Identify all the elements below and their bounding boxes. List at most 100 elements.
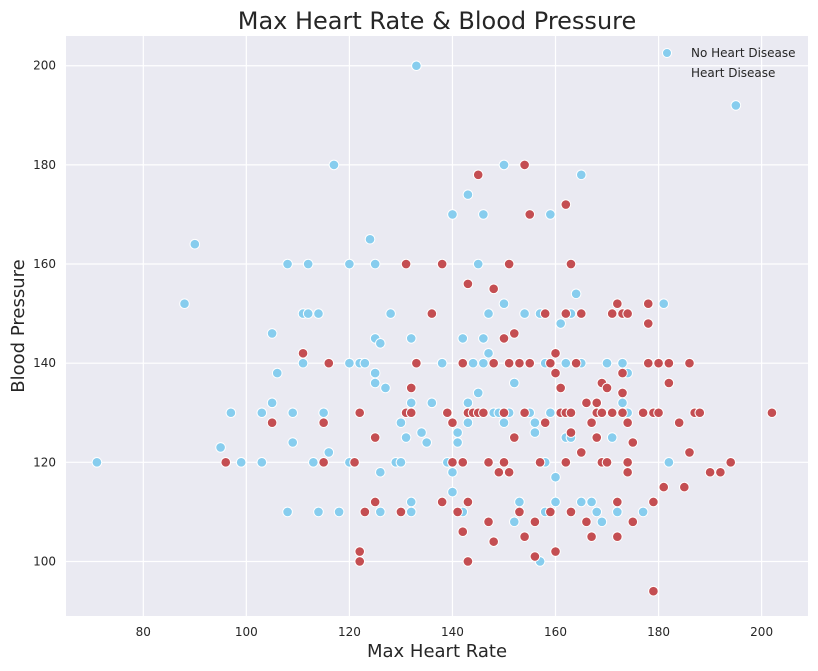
data-point <box>452 506 463 518</box>
data-point <box>653 407 664 419</box>
data-point <box>478 407 489 419</box>
data-point <box>591 506 603 518</box>
data-point <box>570 288 582 300</box>
data-point <box>637 506 649 518</box>
data-point <box>730 100 742 111</box>
data-point <box>323 357 335 369</box>
data-point <box>617 357 628 369</box>
data-point <box>612 531 623 542</box>
data-point <box>622 457 633 468</box>
data-point <box>493 466 505 478</box>
data-point <box>606 308 618 319</box>
data-point <box>560 199 572 210</box>
data-point <box>648 585 659 597</box>
data-point <box>364 233 376 245</box>
data-point <box>498 159 510 171</box>
data-point <box>498 407 510 419</box>
data-point <box>467 357 479 369</box>
data-point <box>586 496 597 508</box>
chart-title: Max Heart Rate & Blood Pressure <box>238 7 637 35</box>
data-point <box>514 357 525 369</box>
legend: No Heart Disease Heart Disease <box>662 46 796 80</box>
y-tick-label: 120 <box>33 455 56 469</box>
data-point <box>617 407 628 419</box>
data-point <box>503 258 515 270</box>
data-point <box>565 258 577 270</box>
data-point <box>478 333 489 344</box>
data-point <box>529 551 541 562</box>
data-point <box>328 159 340 171</box>
data-point <box>539 417 551 428</box>
data-point <box>488 536 499 547</box>
data-point <box>447 466 458 478</box>
data-point <box>704 466 716 478</box>
data-point <box>457 333 469 344</box>
data-point <box>694 407 706 419</box>
data-point <box>508 432 520 443</box>
data-point <box>555 382 566 394</box>
data-point <box>684 447 695 458</box>
data-point <box>436 496 448 508</box>
data-point <box>663 377 675 389</box>
data-point <box>617 367 628 379</box>
data-point <box>575 308 587 319</box>
data-point <box>375 338 386 349</box>
data-point <box>369 496 381 508</box>
data-point <box>405 496 417 508</box>
data-point <box>565 407 577 419</box>
data-point <box>725 457 737 468</box>
data-point <box>318 457 329 468</box>
data-point <box>508 516 520 528</box>
data-point <box>302 258 314 270</box>
data-point <box>581 397 592 409</box>
x-tick-label: 80 <box>136 625 151 639</box>
data-point <box>297 347 309 359</box>
data-point <box>596 407 608 419</box>
data-point <box>560 357 572 369</box>
data-point <box>405 382 417 394</box>
data-point <box>617 387 628 399</box>
data-point <box>591 432 603 443</box>
data-point <box>498 298 510 309</box>
data-point <box>462 496 474 508</box>
data-point <box>478 209 489 220</box>
data-point <box>215 442 226 453</box>
data-point <box>601 357 613 369</box>
data-point <box>447 209 458 220</box>
data-point <box>483 516 494 528</box>
data-point <box>266 397 278 409</box>
data-point <box>436 357 448 369</box>
data-point <box>498 457 510 468</box>
data-point <box>673 417 685 428</box>
data-point <box>405 397 417 409</box>
data-point <box>369 377 381 389</box>
data-point <box>225 407 237 419</box>
data-point <box>503 357 515 369</box>
data-point <box>359 357 371 369</box>
data-point <box>612 298 623 309</box>
data-point <box>642 357 654 369</box>
data-point <box>575 169 587 181</box>
y-tick-label: 200 <box>33 59 56 73</box>
data-point <box>545 357 556 369</box>
data-point <box>457 526 469 538</box>
y-tick-label: 100 <box>33 554 56 568</box>
data-point <box>596 516 608 528</box>
data-point <box>426 308 438 319</box>
data-point <box>405 407 417 419</box>
x-tick-label: 180 <box>647 625 670 639</box>
data-point <box>380 382 391 394</box>
data-point <box>452 427 463 438</box>
x-tick-label: 140 <box>441 625 464 639</box>
data-point <box>606 432 618 443</box>
data-point <box>297 357 309 369</box>
data-point <box>627 437 639 448</box>
data-point <box>565 427 577 438</box>
data-point <box>581 516 592 528</box>
data-point <box>313 308 324 319</box>
data-point <box>447 486 458 498</box>
data-point <box>447 457 458 468</box>
data-point <box>416 427 427 438</box>
data-point <box>514 506 525 518</box>
